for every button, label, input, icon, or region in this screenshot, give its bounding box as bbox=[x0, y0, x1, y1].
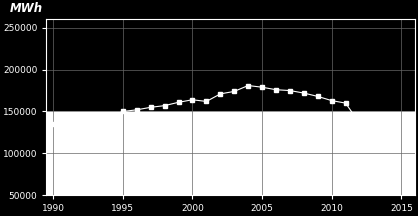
Bar bbox=[46, 111, 415, 195]
Text: MWh: MWh bbox=[10, 2, 43, 15]
